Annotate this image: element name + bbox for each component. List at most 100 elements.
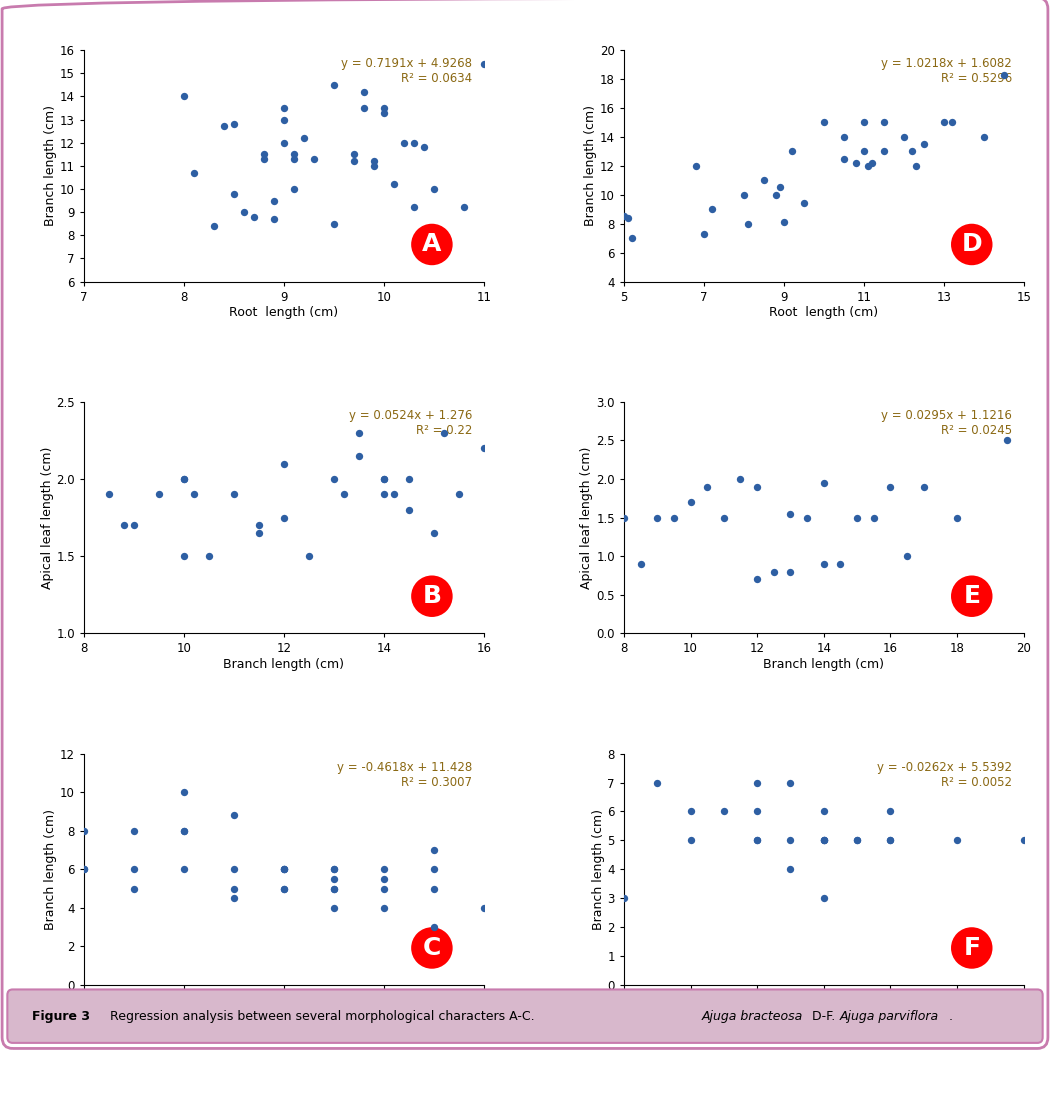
Point (235, 204, 252, 221)
Point (1015, 831, 1032, 849)
Point (300, 548, 317, 565)
Point (615, 207, 632, 225)
Point (255, 146, 272, 164)
Point (226, 807, 243, 825)
Point (865, 509, 882, 526)
Point (175, 821, 192, 839)
Point (425, 180, 442, 198)
Point (186, 485, 203, 503)
Point (848, 831, 865, 849)
Point (425, 841, 442, 859)
Point (816, 889, 833, 907)
Point (246, 208, 262, 226)
Point (975, 128, 992, 146)
Point (295, 129, 312, 147)
Point (385, 485, 402, 503)
Point (286, 146, 302, 164)
Point (715, 509, 732, 526)
Text: D: D (962, 233, 982, 256)
Point (916, 135, 932, 152)
Point (416, 138, 433, 156)
Point (126, 821, 143, 839)
Point (275, 879, 292, 897)
Point (326, 470, 342, 487)
Point (206, 217, 223, 235)
Text: y = 0.0295x + 1.1216
R² = 0.0245: y = 0.0295x + 1.1216 R² = 0.0245 (881, 408, 1012, 436)
Point (816, 831, 833, 849)
Point (376, 870, 393, 888)
Point (749, 831, 765, 849)
Point (226, 879, 243, 897)
Point (326, 870, 342, 888)
Point (732, 470, 749, 487)
Point (749, 570, 765, 588)
Point (450, 485, 467, 503)
Point (995, 66, 1012, 83)
Point (306, 150, 322, 168)
Point (695, 225, 712, 243)
Point (456, 198, 472, 216)
Point (76, 860, 92, 878)
Point (385, 176, 402, 194)
Point (275, 134, 292, 151)
Text: A: A (422, 233, 442, 256)
Text: y = 0.0524x + 1.276
R² = 0.22: y = 0.0524x + 1.276 R² = 0.22 (349, 408, 471, 436)
Point (126, 879, 143, 897)
Point (351, 424, 368, 442)
Point (326, 879, 342, 897)
Point (782, 774, 799, 791)
Point (949, 831, 966, 849)
Point (275, 110, 292, 128)
Point (255, 150, 272, 168)
Point (620, 209, 636, 227)
Point (376, 899, 393, 917)
Text: Ajuga parviflora: Ajuga parviflora (840, 1009, 939, 1023)
Y-axis label: Branch length (cm): Branch length (cm) (44, 809, 57, 929)
Point (275, 860, 292, 878)
Y-axis label: Branch length (cm): Branch length (cm) (44, 106, 57, 226)
Point (326, 860, 342, 878)
Point (326, 860, 342, 878)
Text: C: C (423, 936, 441, 961)
Point (175, 470, 192, 487)
Point (768, 186, 784, 204)
Text: Regression analysis between several morphological characters A-C.: Regression analysis between several morp… (110, 1009, 543, 1023)
Point (882, 831, 899, 849)
Point (275, 454, 292, 472)
Point (682, 802, 699, 820)
X-axis label: Root  length (cm): Root length (cm) (770, 306, 879, 319)
Point (251, 524, 268, 542)
Point (836, 149, 853, 167)
Y-axis label: Apical leaf length (cm): Apical leaf length (cm) (581, 446, 593, 589)
Point (275, 879, 292, 897)
Point (376, 879, 393, 897)
Point (275, 99, 292, 117)
Text: y = 0.7191x + 4.9268
R² = 0.0634: y = 0.7191x + 4.9268 R² = 0.0634 (341, 57, 471, 85)
Point (666, 509, 683, 526)
Point (749, 477, 765, 495)
Point (326, 215, 342, 233)
X-axis label: Branch length (cm): Branch length (cm) (224, 658, 344, 671)
Point (782, 860, 799, 878)
Point (949, 509, 966, 526)
Y-axis label: Branch length (cm): Branch length (cm) (591, 809, 605, 929)
Point (896, 128, 912, 146)
Point (799, 509, 816, 526)
Point (847, 154, 864, 171)
Point (848, 831, 865, 849)
Point (649, 509, 666, 526)
Point (782, 505, 799, 523)
Point (376, 860, 393, 878)
Point (907, 157, 924, 175)
Point (476, 440, 492, 457)
Text: Figure 3: Figure 3 (32, 1009, 89, 1023)
Point (376, 99, 393, 117)
Point (704, 200, 720, 218)
Point (816, 114, 833, 131)
Point (876, 114, 892, 131)
Point (682, 831, 699, 849)
Point (405, 198, 422, 216)
Point (326, 899, 342, 917)
Point (882, 477, 899, 495)
Point (476, 899, 492, 917)
